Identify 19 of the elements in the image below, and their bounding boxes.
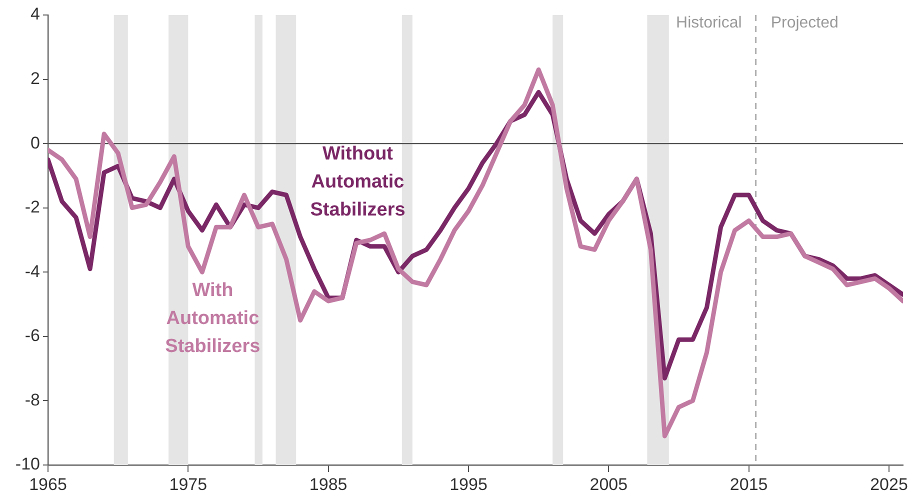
y-tick-label: 2	[30, 68, 40, 88]
y-tick-label: -8	[24, 390, 40, 410]
y-tick-label: 4	[30, 4, 40, 24]
annotation: Projected	[770, 14, 838, 32]
annotation: Historical	[676, 14, 742, 32]
x-tick-label: 1985	[309, 474, 348, 494]
y-tick-label: -6	[24, 326, 40, 346]
x-tick-label: 1975	[169, 474, 208, 494]
x-tick-label: 1965	[29, 474, 67, 494]
y-tick-label: -10	[15, 454, 40, 474]
x-tick-label: 1995	[450, 474, 488, 494]
series-label: With Automatic Stabilizers	[165, 280, 260, 357]
y-tick-label: 0	[30, 133, 40, 152]
series-label: Without Automatic Stabilizers	[310, 143, 406, 220]
x-tick-label: 2015	[730, 474, 768, 494]
x-tick-label: 2025	[870, 474, 908, 494]
y-tick-label: -4	[24, 262, 40, 281]
x-tick-label: 2005	[590, 474, 628, 494]
y-tick-label: -2	[24, 198, 40, 217]
